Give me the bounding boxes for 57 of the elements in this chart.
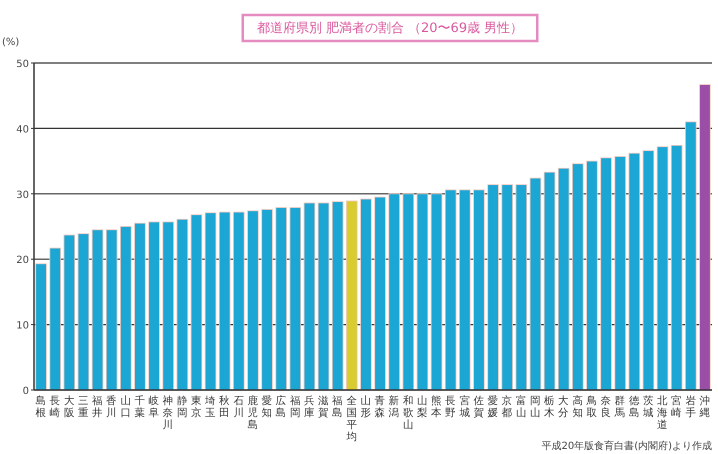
x-tick-label: 北海道 (657, 394, 668, 431)
x-tick-label: 青森 (374, 394, 386, 419)
x-tick-label: 和歌山 (402, 394, 414, 431)
x-tick-label: 山梨 (416, 394, 428, 419)
y-tick-label: 40 (16, 124, 29, 136)
x-tick-label: 静岡 (176, 395, 188, 419)
x-tick-label: 沖縄 (698, 394, 710, 419)
x-tick-label: 全国平均 (345, 395, 358, 443)
x-tick-label: 三重 (78, 395, 89, 419)
x-tick-label: 石川 (233, 395, 244, 419)
x-tick-label: 千葉 (134, 394, 146, 419)
x-tick-label: 岡山 (530, 395, 541, 419)
x-tick-label: 大阪 (64, 394, 75, 419)
x-tick-label: 愛知 (262, 394, 273, 419)
x-tick-label: 兵庫 (304, 394, 315, 419)
y-tick-label: 20 (16, 255, 29, 266)
x-tick-label: 佐賀 (473, 395, 484, 419)
x-tick-label: 大分 (558, 394, 570, 419)
x-tick-label: 長野 (445, 395, 456, 419)
x-tick-label: 岩手 (685, 394, 696, 419)
x-tick-label: 高知 (572, 394, 584, 419)
y-tick-label: 50 (16, 59, 29, 70)
x-tick-label: 宮城 (458, 394, 470, 419)
x-tick-label: 愛媛 (488, 394, 499, 419)
x-tick-label: 東京 (190, 394, 202, 419)
x-tick-label: 鳥取 (585, 395, 598, 419)
x-tick-label: 栃木 (544, 395, 556, 419)
y-tick-label: 30 (16, 190, 29, 201)
x-tick-label: 富山 (516, 394, 527, 419)
chart-title: 都道府県別 肥満者の割合 （20〜69歳 男性） (256, 20, 524, 36)
text: 平成20年版食育白書(内閣府)より作成 (541, 440, 712, 452)
x-tick-label: 長崎 (50, 395, 61, 419)
x-tick-label: 神奈川 (162, 394, 174, 431)
x-tick-label: 香川 (106, 394, 118, 419)
x-tick-label: 福島 (332, 394, 344, 419)
x-tick-label: 熊本 (431, 394, 442, 419)
x-tick-label: 京都 (502, 394, 513, 419)
x-tick-label: 福岡 (290, 394, 301, 419)
x-tick-label: 鹿児島 (247, 394, 258, 431)
x-tick-label: 福井 (92, 394, 104, 419)
y-axis-title: (%) (2, 37, 20, 48)
x-tick-label: 滋賀 (318, 395, 330, 419)
x-tick-label: 群馬 (614, 395, 626, 419)
x-tick-label: 秋田 (219, 395, 230, 419)
y-tick-label: 10 (16, 320, 29, 332)
y-tick-label: 0 (22, 386, 29, 397)
x-tick-label: 山口 (120, 394, 132, 419)
x-tick-label: 宮崎 (671, 394, 682, 419)
x-tick-label: 埼玉 (204, 395, 216, 419)
x-tick-label: 茨城 (642, 394, 654, 419)
x-tick-label: 山形 (360, 394, 372, 419)
x-tick-label: 広島 (276, 394, 287, 419)
x-tick-label: 島根 (36, 394, 47, 419)
x-tick-label: 徳島 (628, 395, 640, 419)
x-tick-label: 新潟 (388, 394, 400, 419)
x-tick-label: 岐阜 (148, 394, 160, 419)
x-tick-label: 奈良 (600, 395, 612, 419)
